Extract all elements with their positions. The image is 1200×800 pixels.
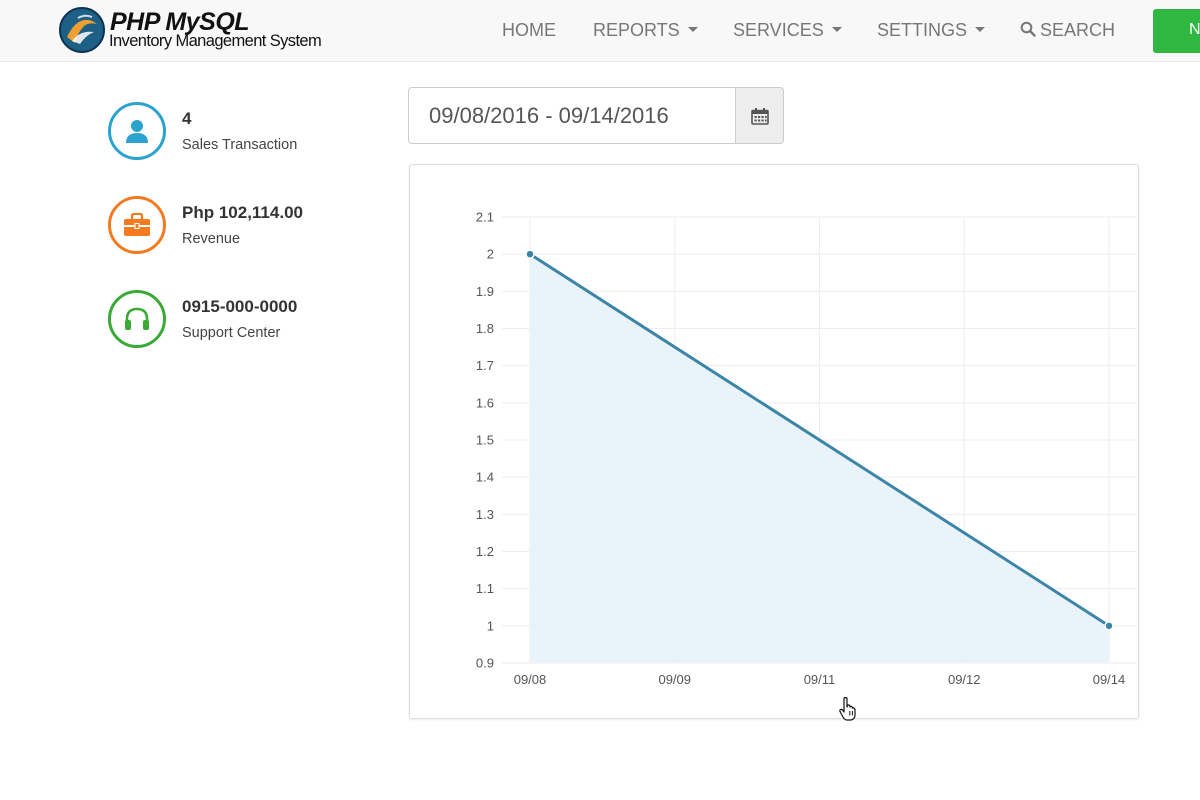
stat-sales-transaction: 4 Sales Transaction <box>108 102 368 162</box>
user-icon <box>126 120 148 143</box>
nav-services[interactable]: SERVICES <box>733 20 842 41</box>
sales-line-chart: 2.1 2 1.9 1.8 1.7 1.6 1.5 1.4 1.3 1.2 1.1 1 0.9 09/08… <box>476 210 1136 687</box>
x-tick-label: 09/08 <box>514 672 547 687</box>
nav-services-label: SERVICES <box>733 20 824 40</box>
navbar-green-button-label: N <box>1189 21 1200 38</box>
x-tick-label: 09/11 <box>804 672 836 687</box>
y-tick-label: 1.2 <box>476 544 494 559</box>
chevron-down-icon <box>687 26 698 32</box>
nav-search-label: SEARCH <box>1040 20 1116 40</box>
date-range-input[interactable] <box>408 87 736 144</box>
date-range-picker <box>408 87 784 144</box>
navbar: PHP MySQL Inventory Management System HO… <box>0 0 1200 62</box>
y-tick-label: 1.3 <box>476 507 494 522</box>
x-tick-label: 09/12 <box>948 672 981 687</box>
stat-value: Php 102,114.00 <box>182 203 303 222</box>
y-tick-label: 1.5 <box>476 433 494 448</box>
brand-subtitle: Inventory Management System <box>109 32 322 50</box>
chevron-down-icon <box>831 26 842 32</box>
y-tick-label: 0.9 <box>476 656 494 671</box>
sales-chart-panel: 2.1 2 1.9 1.8 1.7 1.6 1.5 1.4 1.3 1.2 1.1 1 0.9 09/08… <box>409 164 1139 719</box>
stat-value: 0915-000-0000 <box>182 297 298 316</box>
y-tick-label: 2.1 <box>476 210 494 225</box>
nav-settings[interactable]: SETTINGS <box>877 20 986 41</box>
y-tick-label: 2 <box>487 247 494 262</box>
nav-settings-label: SETTINGS <box>877 20 968 40</box>
data-point <box>1104 621 1114 631</box>
stat-value: 4 <box>182 109 192 128</box>
calendar-icon <box>751 108 769 125</box>
brand-logo-icon <box>59 7 105 53</box>
stat-icon-circle <box>108 102 166 160</box>
hand-cursor-icon <box>839 697 856 721</box>
y-tick-label: 1.6 <box>476 395 494 410</box>
brand-title: PHP MySQL <box>110 8 250 36</box>
briefcase-icon <box>124 213 150 236</box>
search-icon <box>1020 21 1036 37</box>
stat-icon-circle <box>108 196 166 254</box>
nav-reports-label: REPORTS <box>593 20 680 40</box>
y-tick-label: 1.7 <box>476 358 494 373</box>
chevron-down-icon <box>975 26 986 32</box>
data-point <box>525 249 535 259</box>
calendar-button[interactable] <box>735 87 784 144</box>
series-area <box>530 254 1109 663</box>
y-tick-label: 1.8 <box>476 321 494 336</box>
brand[interactable]: PHP MySQL Inventory Management System <box>58 5 348 57</box>
stat-revenue: Php 102,114.00 Revenue <box>108 196 368 256</box>
nav-search[interactable]: SEARCH <box>1020 20 1115 41</box>
nav-home[interactable]: HOME <box>502 20 556 41</box>
y-tick-label: 1.9 <box>476 284 494 299</box>
navbar-green-button[interactable]: N <box>1153 9 1200 53</box>
headphones-icon <box>125 307 149 330</box>
y-tick-label: 1.4 <box>476 470 494 485</box>
nav-reports[interactable]: REPORTS <box>593 20 698 41</box>
stat-icon-circle <box>108 290 166 348</box>
series-line <box>529 252 1110 628</box>
x-tick-label: 09/09 <box>658 672 691 687</box>
nav-home-label: HOME <box>502 20 556 40</box>
x-tick-label: 09/14 <box>1093 672 1126 687</box>
stat-support-center: 0915-000-0000 Support Center <box>108 290 368 350</box>
y-tick-label: 1.1 <box>476 581 494 596</box>
y-tick-label: 1 <box>487 618 494 633</box>
stat-label: Revenue <box>182 231 241 247</box>
stat-label: Support Center <box>182 325 281 341</box>
stat-label: Sales Transaction <box>182 137 298 153</box>
